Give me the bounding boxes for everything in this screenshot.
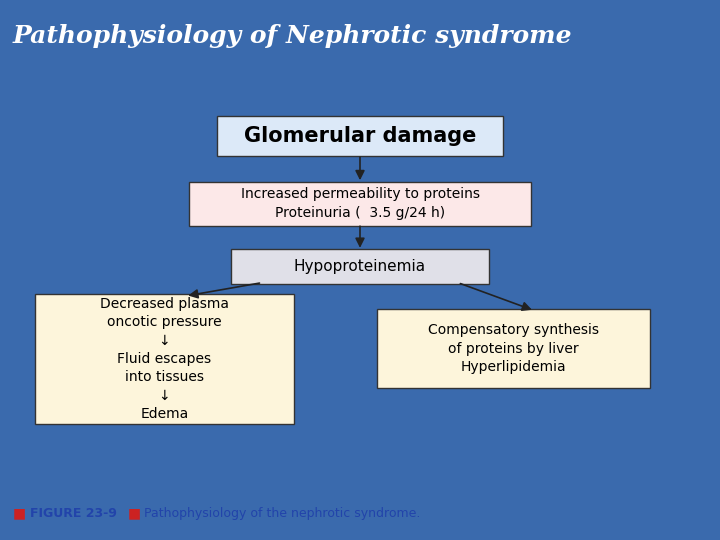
Text: Pathophysiology of the nephrotic syndrome.: Pathophysiology of the nephrotic syndrom…	[144, 507, 420, 520]
Text: Hypoproteinemia: Hypoproteinemia	[294, 259, 426, 274]
FancyBboxPatch shape	[217, 117, 503, 157]
FancyBboxPatch shape	[189, 181, 531, 226]
FancyBboxPatch shape	[35, 294, 294, 424]
Text: ■: ■	[128, 507, 141, 520]
Text: ■: ■	[13, 507, 26, 520]
Text: Increased permeability to proteins
Proteinuria (  3.5 g/24 h): Increased permeability to proteins Prote…	[240, 187, 480, 220]
Text: Glomerular damage: Glomerular damage	[244, 126, 476, 146]
FancyBboxPatch shape	[377, 309, 650, 388]
Text: Decreased plasma
oncotic pressure
↓
Fluid escapes
into tissues
↓
Edema: Decreased plasma oncotic pressure ↓ Flui…	[100, 297, 229, 421]
FancyBboxPatch shape	[231, 249, 489, 285]
Text: FIGURE 23-9: FIGURE 23-9	[30, 507, 117, 520]
Text: Pathophysiology of Nephrotic syndrome: Pathophysiology of Nephrotic syndrome	[13, 24, 572, 48]
Text: Compensatory synthesis
of proteins by liver
Hyperlipidemia: Compensatory synthesis of proteins by li…	[428, 323, 599, 374]
